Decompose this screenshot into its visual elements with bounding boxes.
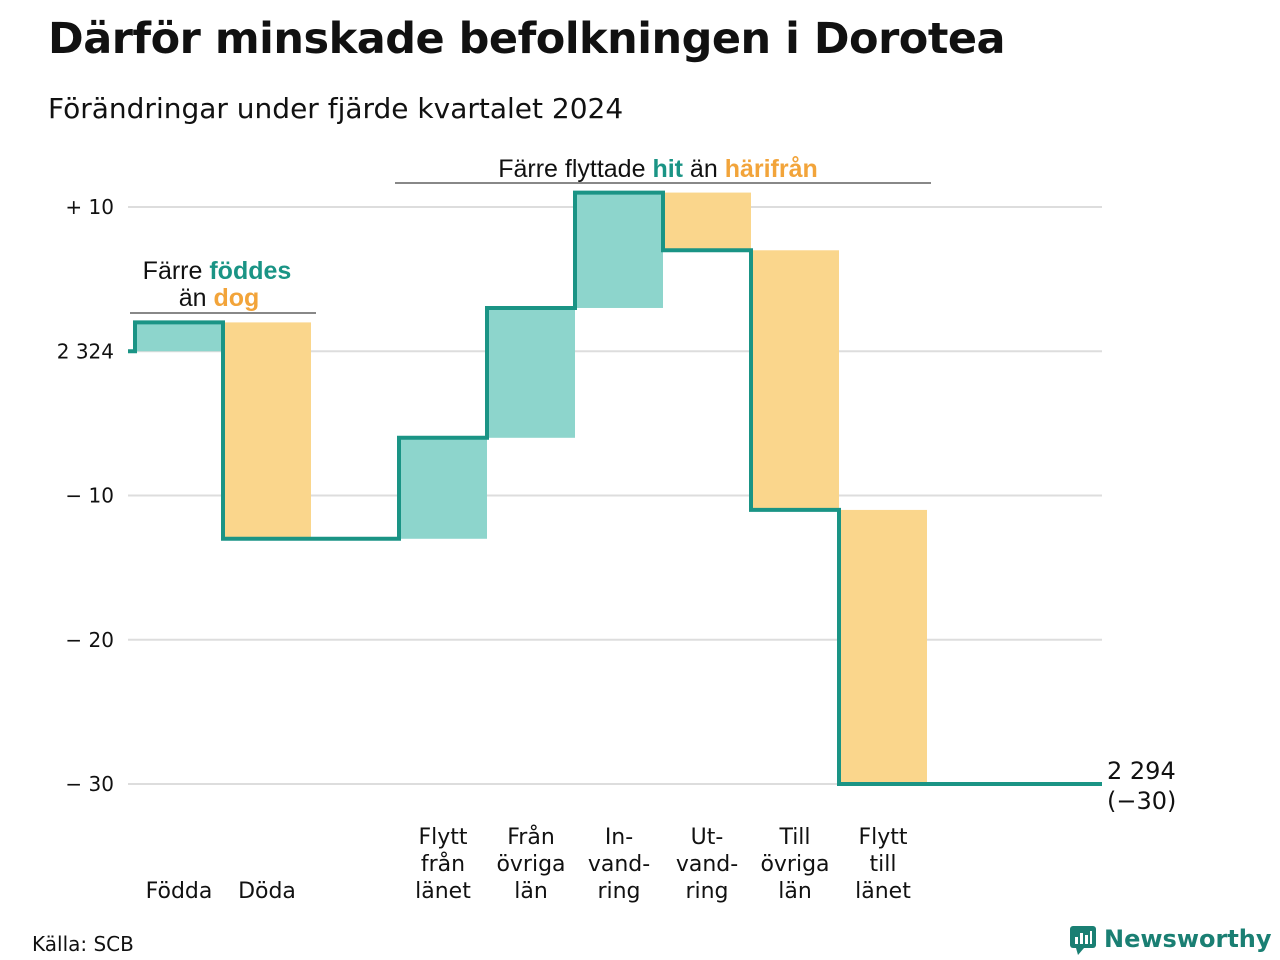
category-label: Döda [238,879,296,904]
category-label: Ut- [691,825,724,850]
births-annotation-line2: än dog [179,284,260,312]
category-label: från [421,851,465,877]
end-change-label: (−30) [1107,787,1176,815]
bar-decrease [839,509,927,784]
source-note: Källa: SCB [32,932,134,956]
y-tick-label: − 30 [65,772,114,796]
category-label: övriga [760,852,829,877]
bar-increase [135,322,223,352]
category-label: Från [507,824,555,850]
newsworthy-brand[interactable]: Newsworthy [1070,924,1272,955]
category-label: Födda [146,879,213,904]
category-label: vand- [588,852,650,877]
step-line [128,190,1102,786]
bars [135,192,927,784]
category-label: Flytt [858,825,907,850]
category-label: In- [605,825,633,850]
bar-increase [575,192,663,308]
bar-increase [399,437,487,539]
y-tick-labels: + 10 2 324 − 10 − 20 − 30 [57,195,114,796]
migration-annotation: Färre flyttade hit än härifrån [498,155,818,183]
category-label: länet [415,879,471,904]
category-label: Till [778,825,810,850]
category-label: län [514,879,548,904]
category-labels: Födda DödaFlyttfrånlänetFrånövrigalänIn-v… [146,824,912,904]
chart-title: Därför minskade befolkningen i Dorotea [48,14,1006,64]
category-label: län [778,879,812,904]
births-annotation-line1: Färre föddes [143,257,292,285]
y-tick-label: 2 324 [57,339,114,363]
category-label: till [870,852,897,877]
category-label: länet [855,879,911,904]
bar-increase [487,307,575,438]
category-label: övriga [496,852,565,877]
category-label: vand- [676,852,738,877]
end-value-label: 2 294 [1107,757,1176,785]
category-label: Flytt [418,825,467,850]
bar-decrease [223,322,311,539]
cumulative-step-line [128,190,1102,786]
y-tick-label: + 10 [65,195,114,219]
newsworthy-logo-icon [1070,924,1096,955]
category-label: ring [685,879,728,904]
chart-subtitle: Förändringar under fjärde kvartalet 2024 [48,92,624,125]
bar-decrease [751,250,839,510]
brand-name: Newsworthy [1104,925,1272,953]
category-label: ring [597,879,640,904]
bar-decrease [663,192,751,251]
y-tick-label: − 10 [65,484,114,508]
y-tick-label: − 20 [65,628,114,652]
